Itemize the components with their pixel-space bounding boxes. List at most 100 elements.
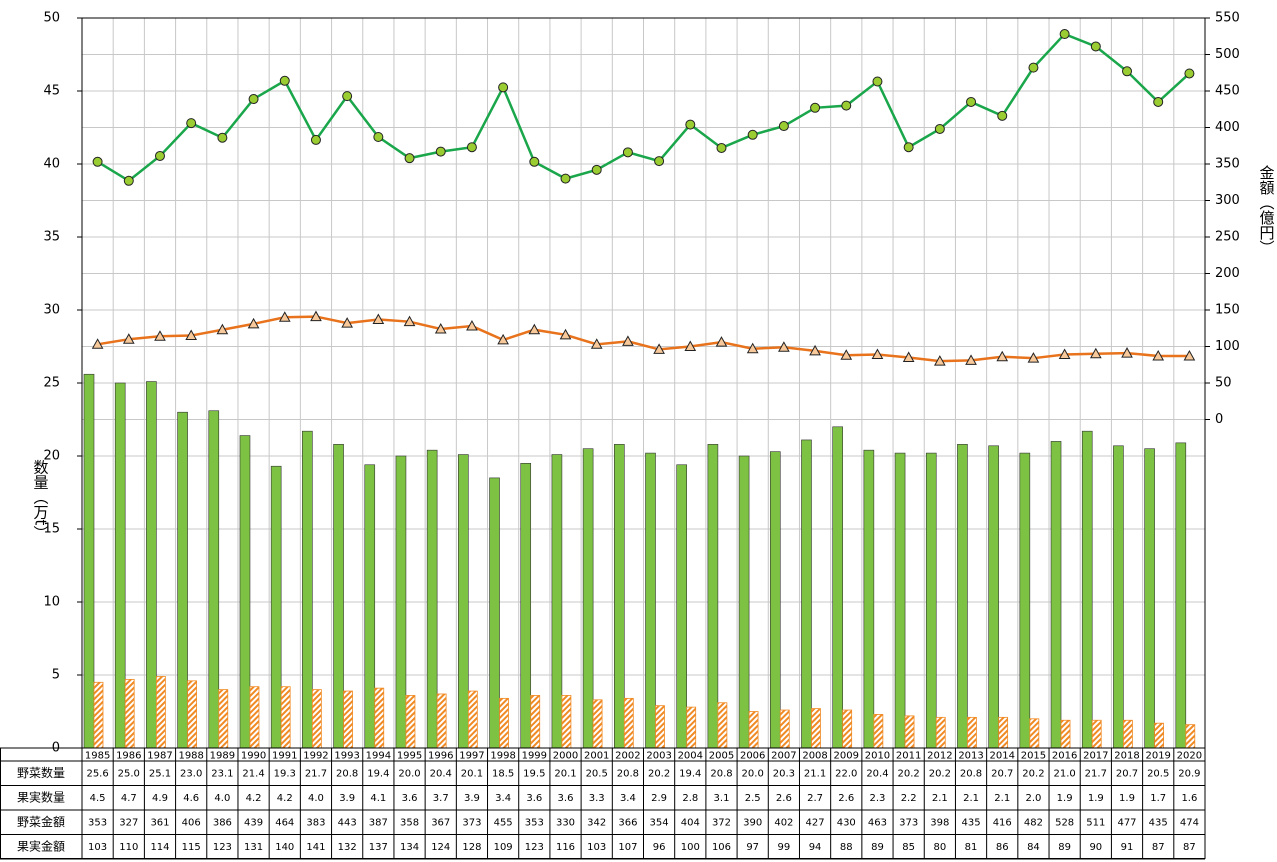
table-cell: 20.2 — [648, 768, 670, 779]
year-label: 1989 — [210, 751, 235, 762]
marker — [1152, 349, 1165, 361]
marker — [747, 129, 758, 140]
marker — [933, 355, 946, 366]
table-cell: 528 — [1055, 817, 1074, 828]
table-cell: 435 — [961, 817, 980, 828]
table-cell: 1.7 — [1150, 793, 1166, 804]
table-cell: 20.7 — [991, 768, 1013, 779]
marker — [248, 94, 259, 105]
bar — [114, 382, 126, 749]
table-cell: 109 — [494, 842, 513, 853]
bar — [155, 676, 166, 749]
table-cell: 84 — [1027, 842, 1040, 853]
table-cell: 416 — [993, 817, 1012, 828]
bar — [686, 706, 697, 749]
year-label: 2003 — [646, 751, 671, 762]
table-cell: 20.2 — [898, 768, 920, 779]
bar — [1123, 719, 1133, 749]
bar — [645, 452, 656, 749]
bar — [187, 680, 197, 749]
table-cell: 427 — [806, 817, 825, 828]
table-cell: 1.9 — [1088, 793, 1104, 804]
marker — [435, 146, 446, 157]
marker — [622, 335, 634, 346]
year-label: 2012 — [927, 751, 952, 762]
table-cell: 373 — [899, 817, 918, 828]
y2-tick-label: 250 — [1215, 230, 1240, 245]
y-tick-label: 5 — [52, 668, 60, 683]
bar — [93, 681, 104, 749]
marker — [1121, 347, 1133, 358]
marker — [154, 150, 165, 161]
table-cell: 443 — [338, 817, 357, 828]
year-label: 2005 — [709, 751, 734, 762]
year-label: 2007 — [771, 751, 796, 762]
y2-tick-label: 550 — [1215, 11, 1240, 26]
y-tick-label: 35 — [43, 230, 60, 245]
table-cell: 4.7 — [121, 793, 137, 804]
y2-tick-label: 0 — [1215, 412, 1223, 427]
y2-tick-label: 300 — [1215, 193, 1240, 208]
bar — [270, 465, 282, 749]
table-cell: 463 — [868, 817, 887, 828]
table-cell: 20.4 — [430, 768, 452, 779]
marker — [685, 119, 696, 130]
year-label: 2015 — [1021, 751, 1046, 762]
table-cell: 3.4 — [620, 793, 636, 804]
table-cell: 439 — [244, 817, 263, 828]
marker — [404, 153, 415, 164]
table-cell: 96 — [653, 842, 666, 853]
y-axis-label: 数量（万t） — [32, 460, 50, 541]
bar — [333, 444, 344, 749]
table-cell: 386 — [213, 817, 232, 828]
table-cell: 21.0 — [1053, 768, 1075, 779]
year-label: 2000 — [553, 751, 578, 762]
y2-tick-label: 50 — [1215, 376, 1232, 391]
bar — [364, 464, 376, 749]
bar — [1144, 448, 1155, 749]
bar — [873, 714, 884, 749]
table-cell: 4.2 — [277, 793, 293, 804]
year-label: 1999 — [522, 751, 547, 762]
marker — [1028, 62, 1039, 73]
marker — [498, 82, 509, 93]
marker — [684, 340, 697, 351]
year-label: 1995 — [397, 751, 422, 762]
marker — [715, 336, 728, 347]
y-tick-label: 10 — [43, 595, 60, 610]
table-cell: 2.0 — [1025, 793, 1041, 804]
y2-tick-label: 400 — [1215, 120, 1240, 135]
y2-tick-label: 150 — [1215, 303, 1240, 318]
table-cell: 4.0 — [214, 793, 230, 804]
marker — [1027, 352, 1040, 363]
table-cell: 81 — [965, 842, 978, 853]
table-cell: 455 — [494, 817, 513, 828]
marker — [1058, 348, 1071, 360]
marker — [279, 75, 290, 86]
year-label: 2020 — [1177, 751, 1202, 762]
year-label: 1997 — [459, 751, 484, 762]
marker — [591, 164, 602, 175]
table-cell: 464 — [275, 817, 294, 828]
line — [97, 315, 1190, 363]
table-cell: 123 — [525, 842, 544, 853]
bar — [779, 709, 790, 749]
table-cell: 383 — [306, 817, 325, 828]
bar — [146, 381, 157, 749]
table-cell: 134 — [400, 842, 419, 853]
table-cell: 3.6 — [402, 793, 418, 804]
bar — [208, 410, 220, 749]
y2-tick-label: 500 — [1215, 47, 1240, 62]
bar — [436, 693, 447, 749]
table-cell: 2.2 — [901, 793, 917, 804]
table-cell: 110 — [119, 842, 138, 853]
marker — [654, 156, 665, 167]
bar — [592, 699, 603, 749]
table-cell: 23.1 — [211, 768, 233, 779]
table-cell: 140 — [275, 842, 294, 853]
marker — [746, 342, 759, 354]
marker — [934, 123, 945, 134]
year-label: 1986 — [116, 751, 141, 762]
year-label: 2006 — [740, 751, 765, 762]
table-cell: 20.4 — [866, 768, 888, 779]
